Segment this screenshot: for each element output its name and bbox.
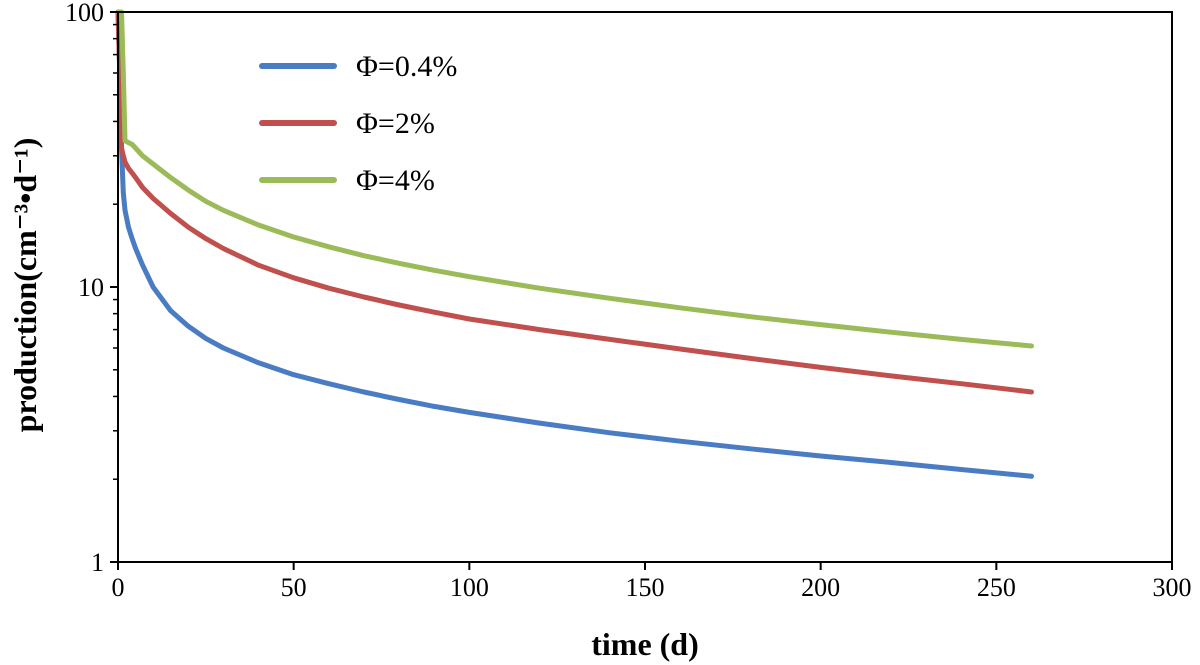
series-line-1 bbox=[115, 9, 1034, 479]
x-tick-label: 0 bbox=[112, 573, 125, 602]
y-axis-title: production(cm⁻³•d⁻¹) bbox=[7, 138, 43, 433]
x-axis-title: time (d) bbox=[591, 626, 699, 662]
series-layer bbox=[115, 9, 1034, 479]
x-tick-label: 250 bbox=[977, 573, 1016, 602]
legend-label-3: Φ=4% bbox=[356, 164, 435, 197]
x-tick-label: 300 bbox=[1153, 573, 1192, 602]
y-axis-tick-marks bbox=[110, 11, 118, 563]
x-tick-label: 100 bbox=[450, 573, 489, 602]
x-axis-tick-marks bbox=[117, 562, 1173, 570]
series-line-3 bbox=[115, 9, 1034, 349]
x-axis-tick-labels: 0 50 100 150 200 250 300 bbox=[112, 573, 1192, 602]
x-tick-label: 200 bbox=[801, 573, 840, 602]
x-tick-label: 150 bbox=[626, 573, 665, 602]
x-tick-label: 50 bbox=[281, 573, 307, 602]
legend: Φ=0.4% Φ=2% Φ=4% bbox=[259, 50, 457, 197]
legend-label-1: Φ=0.4% bbox=[356, 50, 457, 83]
y-tick-label: 100 bbox=[65, 0, 104, 27]
y-tick-label: 1 bbox=[91, 548, 104, 577]
y-tick-label: 10 bbox=[78, 273, 104, 302]
y-axis-tick-labels: 1 10 100 bbox=[65, 0, 104, 577]
series-line-2 bbox=[115, 9, 1034, 395]
legend-label-2: Φ=2% bbox=[356, 107, 435, 140]
